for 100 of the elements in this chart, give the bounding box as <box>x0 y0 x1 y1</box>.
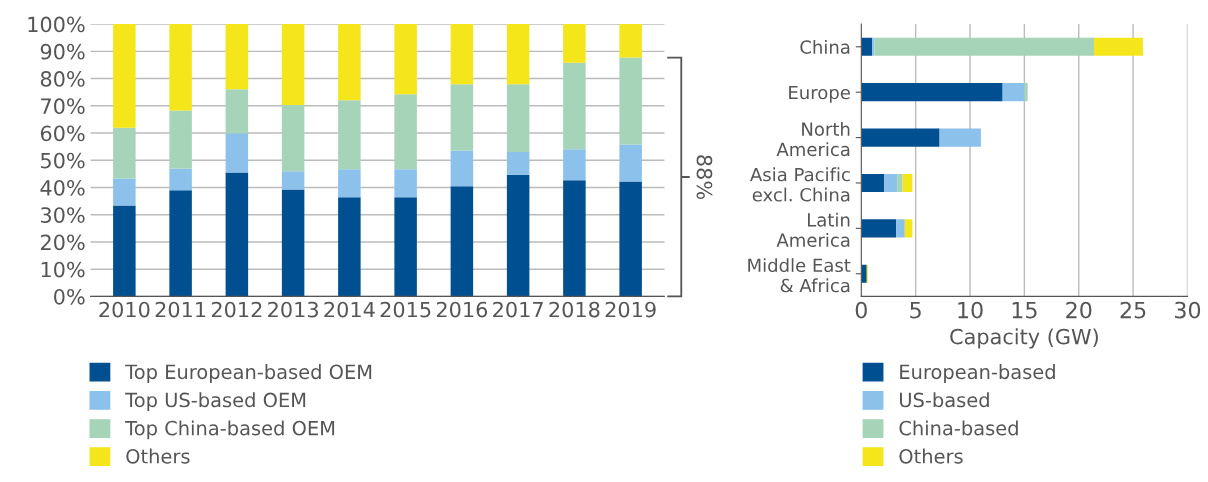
y-tick-label: 40% <box>40 179 85 196</box>
y-tick-label: 90% <box>40 43 85 60</box>
bar <box>861 264 867 283</box>
y-tick-label: 80% <box>40 71 85 87</box>
bar <box>563 180 586 297</box>
x-tick-label: 5 <box>910 301 921 319</box>
bar <box>1002 83 1025 102</box>
bar <box>939 128 981 147</box>
x-tick-label: 2010 <box>99 301 150 318</box>
bar <box>113 178 136 206</box>
x-tick-label: 2012 <box>211 301 262 318</box>
bar <box>861 219 897 238</box>
bar <box>861 128 940 147</box>
bar <box>450 84 474 151</box>
y-tick-label: 60% <box>40 125 85 142</box>
bar <box>281 171 305 190</box>
bar <box>563 149 586 181</box>
bar <box>281 189 305 297</box>
bar <box>506 152 530 175</box>
bar <box>872 37 875 56</box>
y-tick-label: 50% <box>41 152 85 169</box>
x-tick-label: 25 <box>1120 301 1146 319</box>
bar <box>619 181 642 297</box>
x-tick-label: 2017 <box>493 301 543 318</box>
bar <box>450 24 474 85</box>
bar <box>281 104 305 172</box>
bar <box>904 219 913 238</box>
x-tick-label: 2015 <box>380 301 431 318</box>
bar <box>338 169 361 198</box>
legend-label: European-based <box>900 364 1055 383</box>
bar <box>450 150 474 187</box>
legend-label: Top China-based OEM <box>125 420 335 440</box>
x-tick-label: 2019 <box>605 301 656 318</box>
legend-label: China-based <box>899 420 1018 436</box>
bar <box>394 24 417 95</box>
bar <box>1024 83 1028 102</box>
text: 88% <box>696 155 713 200</box>
x-tick-label: 2018 <box>549 301 600 318</box>
y-tick-label: 20% <box>40 234 85 251</box>
x-tick-label: 2013 <box>268 301 318 318</box>
x-tick-label: 15 <box>1012 301 1037 319</box>
bar <box>563 24 586 63</box>
x-tick-label: 2014 <box>324 301 375 318</box>
y-tick-label: Middle East & Africa <box>748 258 851 293</box>
bar <box>394 169 417 198</box>
bar <box>506 174 530 297</box>
y-tick-label: North America <box>776 121 850 157</box>
bar <box>896 219 905 238</box>
bar <box>169 190 192 297</box>
bar <box>169 24 192 111</box>
legend-label: Top European-based OEM <box>125 364 372 383</box>
bar <box>225 133 249 173</box>
legend-label: US-based <box>900 392 989 408</box>
bar <box>338 24 361 101</box>
bar <box>113 127 136 179</box>
bar <box>450 186 474 297</box>
bar <box>897 173 903 193</box>
bar <box>861 173 885 193</box>
bar <box>169 168 192 191</box>
bar <box>113 205 136 297</box>
bar <box>861 37 873 56</box>
bar <box>563 62 586 150</box>
bar <box>619 57 642 145</box>
x-tick-label: 0 <box>855 301 867 319</box>
y-tick-label: 100% <box>28 16 85 33</box>
y-tick-label: 70% <box>41 98 85 115</box>
bar <box>225 172 249 297</box>
bar <box>338 197 361 297</box>
bar <box>394 197 417 297</box>
bar <box>394 94 417 170</box>
x-axis-title: Capacity (GW) <box>950 328 1098 349</box>
legend-label: Others <box>899 448 963 464</box>
bar <box>506 84 530 153</box>
bar <box>169 110 192 169</box>
y-tick-label: Europe <box>789 85 850 103</box>
y-tick-label: 30% <box>41 207 85 223</box>
x-tick-label: 10 <box>958 301 983 319</box>
bar <box>619 24 642 58</box>
y-tick-label: China <box>800 39 850 54</box>
legend-label: Others <box>126 448 190 464</box>
bar <box>874 37 1094 56</box>
legend-label: Top US-based OEM <box>125 392 306 412</box>
bar <box>113 24 136 128</box>
bar <box>225 24 249 90</box>
bar <box>225 89 249 134</box>
y-tick-label: Asia Pacific excl. China <box>750 167 850 202</box>
bar <box>506 24 530 85</box>
bar <box>281 24 305 105</box>
y-tick-label: 0% <box>54 288 85 305</box>
bar <box>619 144 642 182</box>
x-tick-label: 2016 <box>436 301 488 318</box>
bar <box>861 83 1003 102</box>
y-tick-label: Latin America <box>776 212 850 247</box>
x-tick-label: 20 <box>1066 301 1092 319</box>
bar <box>902 173 913 193</box>
y-tick-label: 10% <box>41 261 85 278</box>
x-tick-label: 30 <box>1175 301 1201 319</box>
bar <box>338 100 361 170</box>
bar <box>1093 37 1143 56</box>
x-tick-label: 2011 <box>155 301 206 318</box>
